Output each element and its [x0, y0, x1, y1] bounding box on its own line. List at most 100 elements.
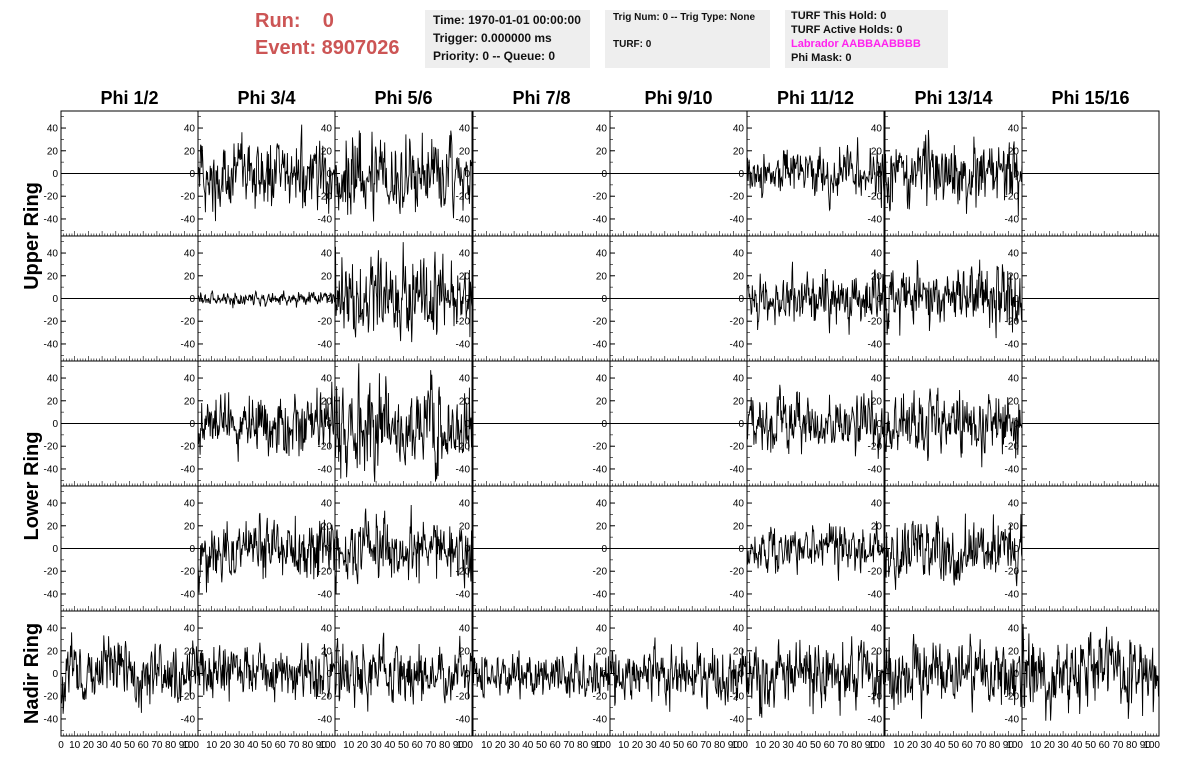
x-tick-label: 10 [343, 740, 355, 751]
y-tick-label: 40 [184, 624, 196, 635]
y-tick-label: -40 [1005, 714, 1020, 725]
y-tick-label: -20 [44, 442, 59, 453]
x-tick-label: 100 [868, 740, 885, 751]
y-tick-label: 20 [1008, 646, 1020, 657]
y-tick-label: -40 [730, 339, 745, 350]
y-tick-label: -40 [868, 714, 883, 725]
y-tick-label: -20 [1005, 192, 1020, 203]
y-tick-label: 0 [601, 169, 607, 180]
y-tick-label: 0 [738, 419, 744, 430]
y-tick-label: 20 [871, 396, 883, 407]
turf-hold-text: TURF This Hold: 0 [791, 10, 887, 22]
y-tick-label: 0 [876, 544, 882, 555]
time-info-box: Time: 1970-01-01 00:00:00 Trigger: 0.000… [425, 10, 590, 68]
y-tick-label: 20 [871, 271, 883, 282]
y-tick-label: -40 [456, 214, 471, 225]
y-tick-label: 20 [184, 146, 196, 157]
y-tick-label: 40 [184, 124, 196, 135]
y-tick-label: 20 [871, 646, 883, 657]
x-tick-label: 90 [1003, 740, 1015, 751]
y-tick-label: -20 [730, 692, 745, 703]
x-tick-label: 100 [1006, 740, 1023, 751]
y-tick-label: 40 [459, 124, 471, 135]
column-title: Phi 3/4 [237, 88, 295, 108]
x-tick-label: 30 [1058, 740, 1070, 751]
y-tick-label: 40 [596, 124, 608, 135]
x-tick-label: 20 [220, 740, 232, 751]
y-tick-label: -20 [318, 192, 333, 203]
x-tick-label: 80 [439, 740, 451, 751]
waveform-trace [884, 513, 1023, 590]
y-tick-label: -40 [730, 714, 745, 725]
waveform-trace [746, 261, 885, 335]
y-tick-label: -20 [868, 692, 883, 703]
y-tick-label: -40 [44, 214, 59, 225]
y-tick-label: 20 [184, 396, 196, 407]
y-tick-label: 0 [52, 294, 58, 305]
y-tick-label: -20 [730, 442, 745, 453]
y-tick-label: -40 [181, 214, 196, 225]
x-tick-label: 10 [481, 740, 493, 751]
y-tick-label: 20 [1008, 396, 1020, 407]
x-tick-label: 30 [97, 740, 109, 751]
labrador-text: Labrador AABBAABBBB [791, 38, 921, 50]
y-tick-label: -40 [318, 214, 333, 225]
y-tick-label: 0 [464, 544, 470, 555]
y-tick-label: -20 [868, 192, 883, 203]
y-tick-label: -20 [1005, 567, 1020, 578]
y-tick-label: -40 [1005, 589, 1020, 600]
y-tick-label: 20 [733, 146, 745, 157]
x-tick-label: 20 [83, 740, 95, 751]
y-tick-label: 40 [596, 374, 608, 385]
x-tick-label: 60 [962, 740, 974, 751]
x-tick-label: 60 [824, 740, 836, 751]
y-tick-label: 20 [47, 396, 59, 407]
y-tick-label: -20 [593, 317, 608, 328]
y-tick-label: 0 [52, 419, 58, 430]
y-tick-label: 20 [1008, 271, 1020, 282]
x-tick-label: 100 [594, 740, 611, 751]
x-tick-label: 100 [731, 740, 748, 751]
x-tick-label: 80 [577, 740, 589, 751]
waveform-trace [746, 636, 885, 718]
y-tick-label: 0 [601, 544, 607, 555]
y-tick-label: 40 [871, 374, 883, 385]
y-tick-label: 20 [1008, 146, 1020, 157]
waveform-trace [197, 124, 336, 222]
ring-label: Lower Ring [21, 432, 43, 541]
y-tick-label: 20 [733, 646, 745, 657]
y-tick-label: -20 [730, 567, 745, 578]
y-tick-label: -20 [593, 567, 608, 578]
waveform-trace [334, 242, 473, 343]
x-tick-label: 60 [138, 740, 150, 751]
x-tick-label: 80 [714, 740, 726, 751]
x-tick-label: 70 [975, 740, 987, 751]
y-tick-label: -40 [868, 464, 883, 475]
column-title: Phi 7/8 [512, 88, 570, 108]
x-tick-label: 10 [755, 740, 767, 751]
y-tick-label: 20 [47, 646, 59, 657]
x-tick-label: 60 [275, 740, 287, 751]
trig-num-text: Trig Num: 0 -- Trig Type: None [613, 12, 756, 23]
y-tick-label: 40 [733, 499, 745, 510]
x-tick-label: 30 [783, 740, 795, 751]
x-tick-label: 50 [124, 740, 136, 751]
x-tick-label: 100 [1143, 740, 1160, 751]
y-tick-label: -40 [593, 589, 608, 600]
y-tick-label: 20 [321, 521, 333, 532]
y-tick-label: 20 [459, 146, 471, 157]
y-tick-label: 0 [464, 669, 470, 680]
x-tick-label: 10 [69, 740, 81, 751]
y-tick-label: -20 [730, 317, 745, 328]
y-tick-label: 20 [596, 646, 608, 657]
x-tick-label: 90 [591, 740, 603, 751]
waveform-trace [884, 633, 1023, 719]
y-tick-label: -20 [44, 317, 59, 328]
y-tick-label: 0 [1013, 169, 1019, 180]
y-tick-label: 40 [321, 499, 333, 510]
y-tick-label: 0 [738, 294, 744, 305]
waveform-trace [197, 381, 336, 462]
y-tick-label: -40 [44, 464, 59, 475]
y-tick-label: 20 [459, 521, 471, 532]
